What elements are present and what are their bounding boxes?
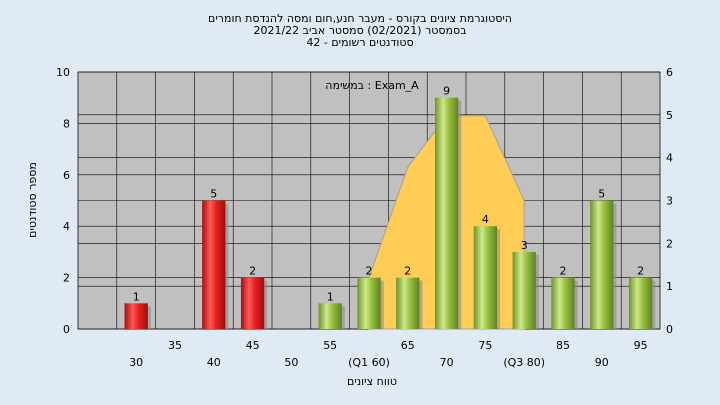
title-line-1: היסטוגרמת ציונים בקורס - מעבר חנע,חום ומ… [208, 12, 512, 25]
y-tick-label: 8 [63, 117, 70, 130]
bar-label-55: 1 [327, 290, 334, 303]
bar-label-30: 1 [133, 290, 140, 303]
bar-60 [357, 277, 381, 329]
bar-label-75: 4 [482, 213, 489, 226]
y2-tick-label: 3 [666, 195, 673, 208]
x-tick-label: 30 [129, 356, 143, 369]
x-tick-label: 40 [207, 356, 221, 369]
x-axis-title: טווח ציונים [347, 375, 397, 388]
y-tick-label: 6 [63, 169, 70, 182]
y2-tick-label: 4 [666, 152, 673, 165]
bar-80 [512, 251, 536, 329]
bar-label-95: 2 [637, 265, 644, 278]
bar-label-60: 2 [366, 265, 373, 278]
y-tick-label: 2 [63, 272, 70, 285]
bar-label-80: 3 [521, 239, 528, 252]
y2-tick-label: 5 [666, 109, 673, 122]
y-axis-title: מספר סטודנטים [26, 162, 39, 238]
x-tick-label: 65 [401, 339, 415, 352]
x-tick-label: 35 [168, 339, 182, 352]
bar-label-90: 5 [598, 188, 605, 201]
bar-90 [590, 200, 614, 329]
bars [124, 97, 656, 329]
bar-label-70: 9 [443, 85, 450, 98]
bar-label-40: 5 [210, 188, 217, 201]
y-tick-label: 4 [63, 220, 70, 233]
bar-70 [434, 97, 459, 329]
bar-40 [202, 200, 226, 329]
y2-tick-label: 6 [666, 66, 673, 79]
y-tick-label: 10 [56, 66, 70, 79]
bar-label-45: 2 [249, 265, 256, 278]
x-tick-label: (Q3 80) [503, 356, 545, 369]
x-tick-label: 55 [323, 339, 337, 352]
x-tick-label: 95 [634, 339, 648, 352]
x-tick-label: 50 [284, 356, 298, 369]
bar-65 [396, 277, 420, 329]
y2-axis-ticks: 0 1 2 3 4 5 6 [666, 66, 673, 336]
y2-tick-label: 2 [666, 237, 673, 250]
title-line-3: 42 - סטודנטים רשומים [306, 36, 413, 49]
x-tick-label: 70 [440, 356, 454, 369]
x-tick-label: 85 [556, 339, 570, 352]
y2-tick-label: 1 [666, 280, 673, 293]
y2-tick-label: 0 [666, 323, 673, 336]
x-tick-label: 75 [478, 339, 492, 352]
x-tick-label: 90 [595, 356, 609, 369]
y-tick-label: 0 [63, 323, 70, 336]
exam-annotation: במשימה : Exam_A [325, 79, 419, 92]
bar-value-labels: 1 5 2 1 2 2 9 4 3 2 5 2 [133, 85, 644, 304]
bar-75 [473, 226, 498, 329]
x-axis-ticks: 30 35 40 45 50 55 (Q1 60) 65 70 75 (Q3 80) 85 90 95 [129, 339, 647, 369]
y-axis-ticks: 0 2 4 6 8 10 [56, 66, 70, 336]
bar-85 [551, 277, 575, 329]
bar-label-65: 2 [404, 265, 411, 278]
title-line-2: בסמסטר (02/2021) סמסטר אביב 2021/22 [253, 24, 466, 37]
x-tick-label: (Q1 60) [348, 356, 390, 369]
bar-label-85: 2 [560, 265, 567, 278]
bar-30 [124, 303, 148, 329]
chart-title: היסטוגרמת ציונים בקורס - מעבר חנע,חום ומ… [208, 12, 512, 49]
bar-55 [318, 303, 342, 329]
x-tick-label: 45 [246, 339, 260, 352]
bar-45 [240, 277, 265, 329]
bar-95 [628, 277, 653, 329]
